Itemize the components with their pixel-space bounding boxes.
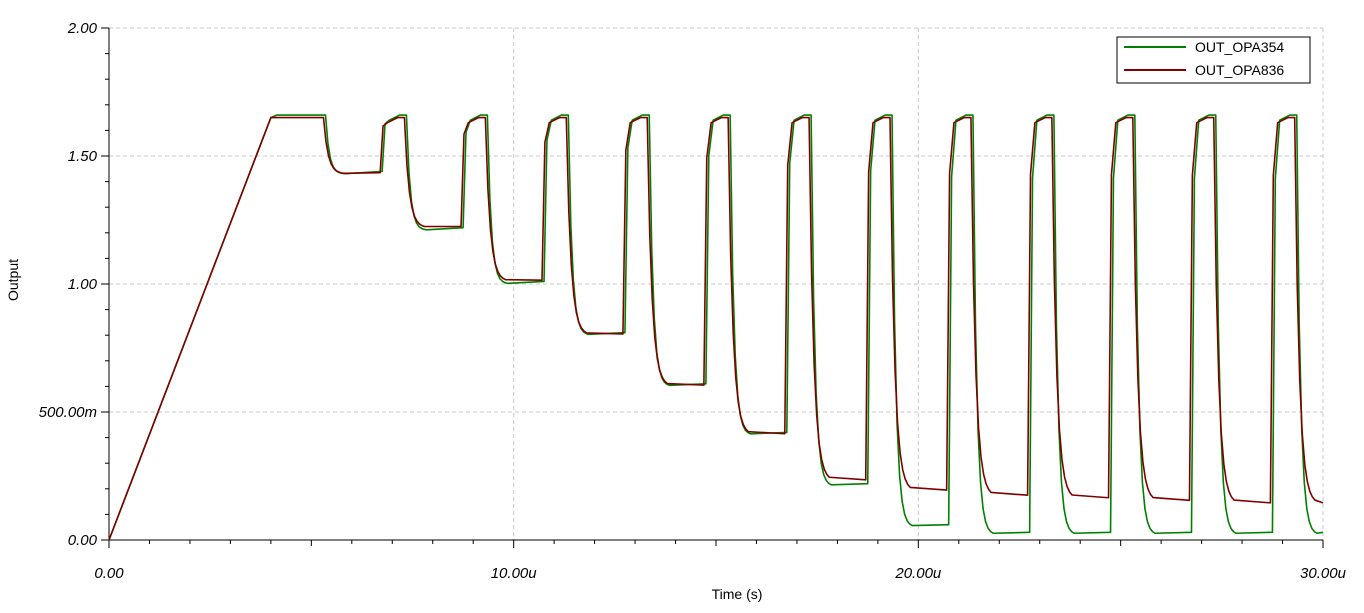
y-tick-label: 1.50 xyxy=(68,148,98,165)
x-tick-label: 30.00u xyxy=(1300,565,1347,582)
legend-label-opa354: OUT_OPA354 xyxy=(1195,39,1284,55)
legend: OUT_OPA354 OUT_OPA836 xyxy=(1116,36,1311,84)
y-tick-label: 2.00 xyxy=(67,20,98,37)
grid xyxy=(109,27,1324,540)
legend-label-opa836: OUT_OPA836 xyxy=(1195,62,1284,78)
x-tick-label: 20.00u xyxy=(894,565,942,582)
x-tick-label: 10.00u xyxy=(491,565,538,582)
y-axis-title: Output xyxy=(5,259,21,301)
series-lines xyxy=(108,114,1324,541)
axes xyxy=(101,27,1324,548)
y-tick-label: 500.00m xyxy=(39,404,97,421)
series-line-out_opa836 xyxy=(108,116,1324,541)
tick-labels: 0.00 500.00m 1.00 1.50 2.00 0.00 10.00u 20.00u 3… xyxy=(39,20,1347,582)
x-axis-title: Time (s) xyxy=(712,586,763,602)
y-tick-label: 0.00 xyxy=(68,532,98,549)
x-tick-label: 0.00 xyxy=(94,565,124,582)
legend-box xyxy=(1116,36,1311,84)
y-tick-label: 1.00 xyxy=(68,276,98,293)
